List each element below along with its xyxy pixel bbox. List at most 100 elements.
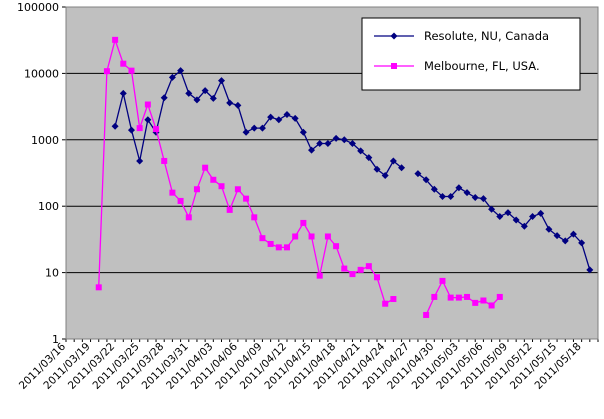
legend-label-resolute: Resolute, NU, Canada <box>424 29 549 43</box>
data-point <box>234 186 241 193</box>
data-point <box>464 293 471 300</box>
data-point <box>300 219 307 226</box>
y-tick-label: 1 <box>52 333 59 346</box>
data-point <box>488 302 495 309</box>
legend: Resolute, NU, Canada Melbourne, FL, USA. <box>361 17 581 91</box>
legend-marker-resolute <box>390 32 398 40</box>
y-axis: 1 10 100 1000 10000 100000 <box>17 1 67 346</box>
data-point <box>357 147 365 155</box>
data-point <box>161 157 168 164</box>
data-point <box>496 212 504 220</box>
data-point <box>471 194 479 202</box>
data-point <box>234 101 242 109</box>
data-point <box>112 36 119 43</box>
data-point <box>553 232 561 240</box>
data-point <box>529 212 537 220</box>
data-point <box>243 195 250 202</box>
data-point <box>128 67 135 74</box>
data-point <box>259 235 266 242</box>
data-point <box>299 128 307 136</box>
data-point <box>275 244 282 251</box>
y-tick-label: 100000 <box>17 1 59 14</box>
data-point <box>316 139 324 147</box>
data-point <box>95 284 102 291</box>
data-point <box>545 225 553 233</box>
data-point <box>250 124 258 132</box>
data-point <box>267 240 274 247</box>
data-point <box>258 124 266 132</box>
data-point <box>333 243 340 250</box>
data-point <box>103 68 110 75</box>
data-point <box>512 216 520 224</box>
data-point <box>439 277 446 284</box>
x-axis: 2011/03/162011/03/192011/03/222011/03/25… <box>17 338 599 392</box>
data-point <box>324 139 332 147</box>
data-point <box>463 189 471 197</box>
data-point <box>153 126 160 133</box>
data-point <box>242 128 250 136</box>
data-point <box>455 184 463 192</box>
legend-box <box>361 17 581 91</box>
data-point <box>185 214 192 221</box>
data-point <box>136 157 144 165</box>
data-point <box>292 233 299 240</box>
data-point <box>120 60 127 67</box>
data-point <box>202 164 209 171</box>
gridlines <box>66 72 598 274</box>
data-point <box>283 111 291 119</box>
y-tick-label: 100 <box>38 200 59 213</box>
data-point <box>209 94 217 102</box>
plot-area-border <box>65 6 599 340</box>
legend-label-melbourne: Melbourne, FL, USA. <box>424 59 540 73</box>
data-point <box>210 176 217 183</box>
data-point <box>447 192 455 200</box>
data-point <box>267 113 275 121</box>
data-point <box>381 171 389 179</box>
data-point <box>226 99 234 107</box>
data-point <box>340 136 348 144</box>
data-point <box>144 101 151 108</box>
data-point <box>374 274 381 281</box>
data-point <box>177 67 185 75</box>
data-point <box>496 293 503 300</box>
data-point <box>119 89 127 97</box>
data-point <box>480 297 487 304</box>
y-tick-label: 10000 <box>24 67 59 80</box>
data-point <box>472 299 479 306</box>
data-point <box>430 185 438 193</box>
y-tick-label: 10 <box>45 267 59 280</box>
data-point <box>447 294 454 301</box>
data-point <box>438 192 446 200</box>
data-point <box>316 272 323 279</box>
data-point <box>332 134 340 142</box>
data-point <box>488 205 496 213</box>
data-point <box>185 89 193 97</box>
data-point <box>324 233 331 240</box>
data-point <box>586 266 594 274</box>
data-point <box>308 146 316 154</box>
data-point <box>348 139 356 147</box>
data-point <box>578 239 586 247</box>
data-point <box>414 170 422 178</box>
data-point <box>398 164 406 172</box>
series-resolute <box>111 67 594 274</box>
data-point <box>390 296 397 303</box>
data-point <box>226 206 233 213</box>
data-point <box>365 154 373 162</box>
data-point <box>283 244 290 251</box>
data-point <box>177 197 184 204</box>
data-point <box>365 263 372 270</box>
data-point <box>569 230 577 238</box>
series-layer <box>95 36 594 318</box>
data-point <box>455 294 462 301</box>
data-point <box>520 222 528 230</box>
data-point <box>218 183 225 190</box>
series-line <box>425 279 501 316</box>
data-point <box>382 300 389 307</box>
data-point <box>357 266 364 273</box>
data-point <box>169 189 176 196</box>
data-point <box>537 209 545 217</box>
data-point <box>251 214 258 221</box>
data-point <box>423 311 430 318</box>
data-point <box>431 293 438 300</box>
